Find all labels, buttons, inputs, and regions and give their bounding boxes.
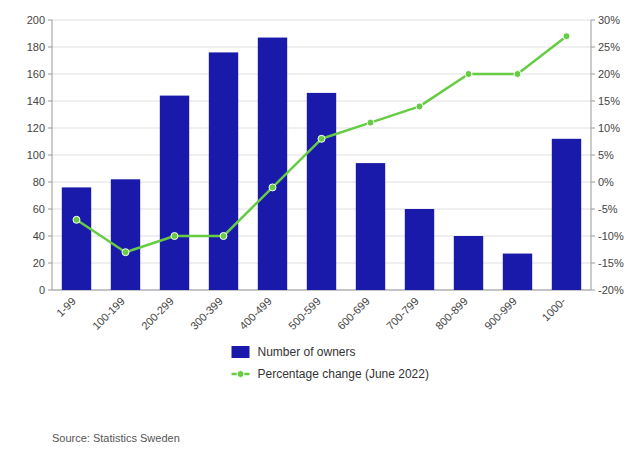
y2-tick-label: 10% [598,122,620,134]
line-marker [220,233,227,240]
tick-mark [48,101,52,102]
y-tick-label: 0 [39,284,45,296]
y-tick-label: 140 [27,95,45,107]
y-tick-label: 180 [27,41,45,53]
line-marker [563,33,570,40]
axes: 0 20 40 60 80 100 120 140 160 180 200 -20% -15% -10% -… [27,14,624,332]
tick-mark [591,20,595,21]
y2-tick-label: 20% [598,68,620,80]
tick-mark [591,155,595,156]
tick-mark [48,263,52,264]
y2-tick-label: 15% [598,95,620,107]
y-tick-label: 120 [27,122,45,134]
line-marker [514,71,521,78]
tick-mark [591,209,595,210]
tick-mark [591,74,595,75]
bar [258,38,287,290]
x-tick-label: 600-699 [335,295,372,332]
source-note: Source: Statistics Sweden [52,432,180,444]
tick-mark [48,128,52,129]
tick-mark [591,263,595,264]
line-marker [73,216,80,223]
bar [307,93,336,290]
y2-tick-label: 30% [598,14,620,26]
grid-line [52,20,591,21]
bar [111,179,140,290]
x-tick-label: 900-999 [482,295,519,332]
x-tick-label: 500-599 [286,295,323,332]
tick-mark [48,47,52,48]
chart: 0 20 40 60 80 100 120 140 160 180 200 -20% -15% -10% -… [0,0,643,454]
line-marker [465,71,472,78]
chart-container: 0 20 40 60 80 100 120 140 160 180 200 -20% -15% -10% -… [0,0,643,454]
tick-mark [591,290,595,291]
line [77,36,567,252]
marks [62,33,581,290]
tick-mark [591,236,595,237]
tick-mark [48,182,52,183]
y-tick-label: 80 [33,176,45,188]
line-marker [416,103,423,110]
bar [356,163,385,290]
y2-tick-label: 25% [598,41,620,53]
x-tick-label: 700-799 [384,295,421,332]
y-tick-label: 100 [27,149,45,161]
bar [160,96,189,290]
tick-mark [48,290,52,291]
y-tick-label: 160 [27,68,45,80]
y2-axis-line [591,20,592,290]
y-tick-label: 20 [33,257,45,269]
y2-tick-label: -20% [598,284,624,296]
background [0,0,643,454]
y-tick-label: 200 [27,14,45,26]
bar [62,187,91,290]
legend-swatch [232,346,250,358]
y-tick-label: 60 [33,203,45,215]
line-marker [269,184,276,191]
tick-mark [48,209,52,210]
legend-marker [237,371,244,378]
tick-mark [48,74,52,75]
legend-label: Number of owners [258,345,356,359]
y2-tick-label: -5% [598,203,618,215]
x-tick-label: 400-499 [237,295,274,332]
y2-tick-label: 0% [598,176,614,188]
bar [209,52,238,290]
y-axis-line [52,20,53,290]
y2-tick-label: 5% [598,149,614,161]
tick-mark [591,101,595,102]
x-tick-label: 200-299 [139,295,176,332]
tick-mark [591,182,595,183]
line-marker [318,135,325,142]
tick-mark [48,20,52,21]
x-tick-label: 1-99 [54,295,78,319]
x-tick-label: 300-399 [188,295,225,332]
tick-mark [591,47,595,48]
line-marker [122,249,129,256]
y-tick-label: 40 [33,230,45,242]
tick-mark [48,236,52,237]
legend-label: Percentage change (June 2022) [258,367,429,381]
bar [405,209,434,290]
x-tick-label: 1000- [540,295,569,324]
bar [552,139,581,290]
legend: Number of owners Percentage change (June … [232,345,429,381]
bar [454,236,483,290]
tick-mark [48,155,52,156]
line-marker [171,233,178,240]
y2-tick-label: -10% [598,230,624,242]
grid-line [52,47,591,48]
x-tick-label: 100-199 [90,295,127,332]
tick-mark [591,128,595,129]
y2-tick-label: -15% [598,257,624,269]
bar [503,254,532,290]
x-tick-label: 800-899 [433,295,470,332]
line-marker [367,119,374,126]
